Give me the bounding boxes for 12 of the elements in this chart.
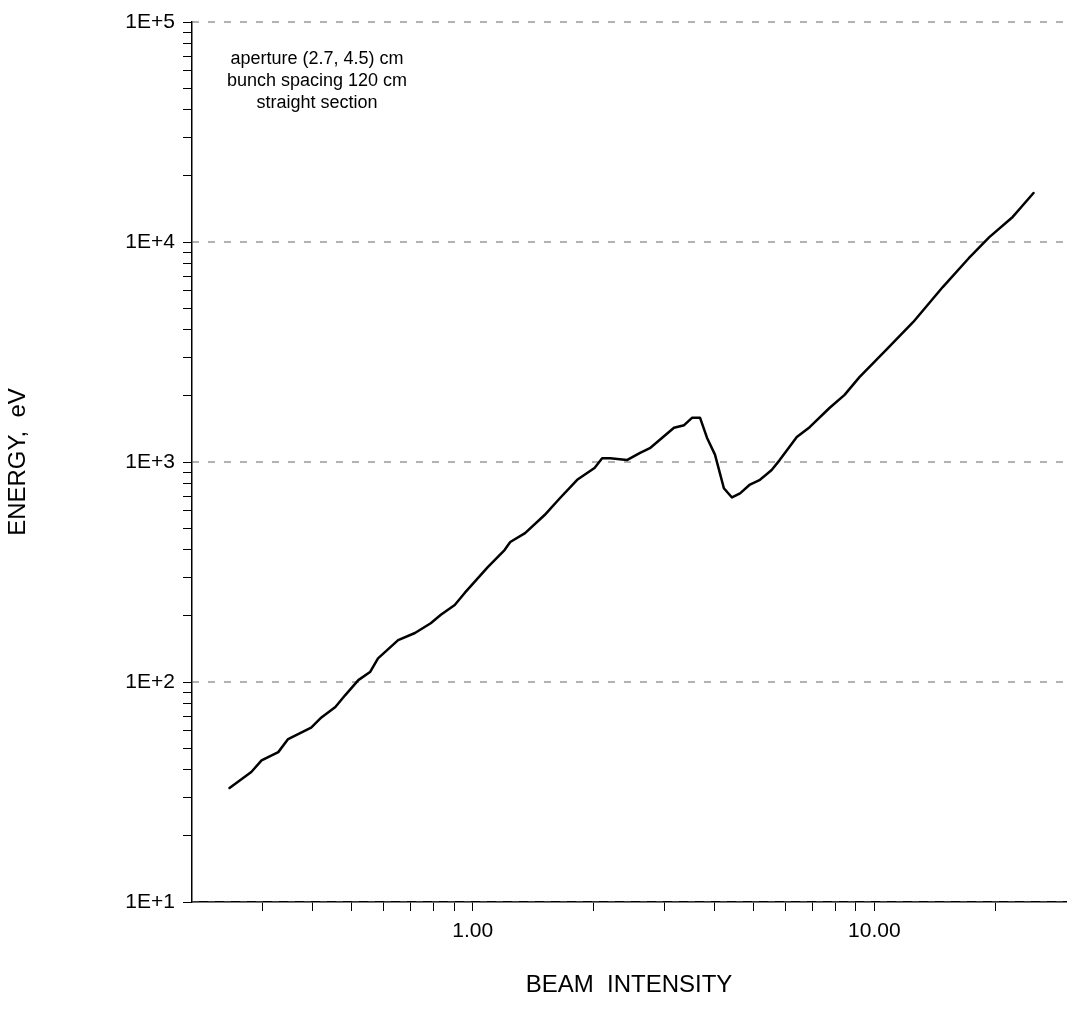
annotation: aperture (2.7, 4.5) cm [230, 47, 404, 68]
x-axis-title: BEAM INTENSITY [525, 970, 733, 998]
x-tick-label: 10.00 [848, 918, 901, 942]
y-axis-title: ENERGY, eV [3, 388, 31, 536]
x-tick-label: 1.00 [452, 918, 494, 942]
annotation: bunch spacing 120 cm [226, 69, 408, 90]
annotation: straight section [256, 91, 378, 112]
y-tick-label: 1E+5 [125, 8, 175, 32]
y-tick-label: 1E+1 [125, 888, 175, 912]
y-tick-label: 1E+2 [125, 668, 175, 692]
y-tick-label: 1E+4 [125, 228, 176, 252]
y-tick-label: 1E+3 [125, 448, 175, 472]
